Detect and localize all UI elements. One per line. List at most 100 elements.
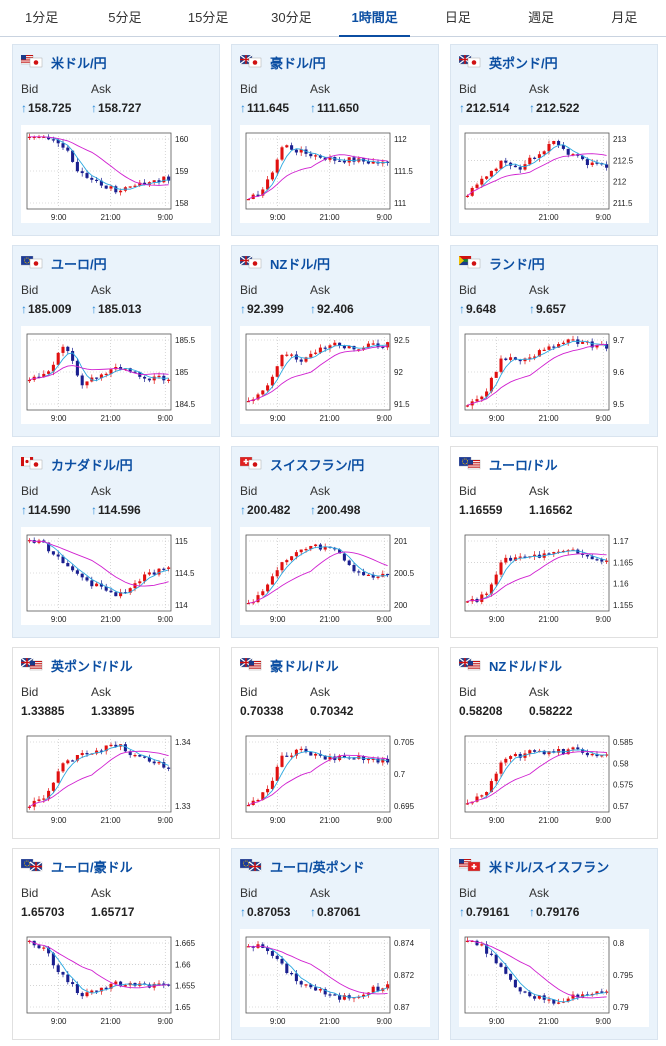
ask-label: Ask bbox=[91, 82, 112, 96]
price-chart[interactable]: 115 114.5 114 9:00 21:00 9:00 bbox=[21, 527, 211, 625]
long-ma-line bbox=[467, 751, 607, 804]
x-tick-label: 21:00 bbox=[539, 615, 560, 624]
price-chart[interactable]: 0.8 0.795 0.79 9:00 21:00 9:00 bbox=[459, 929, 649, 1027]
candle bbox=[509, 353, 513, 363]
y-tick-label: 200.5 bbox=[394, 569, 415, 578]
candle bbox=[566, 338, 570, 346]
x-tick-label: 21:00 bbox=[101, 1017, 122, 1026]
price-chart[interactable]: 92.5 92 91.5 9:00 21:00 9:00 bbox=[240, 326, 430, 424]
gb-flag-icon bbox=[248, 861, 262, 872]
candle bbox=[299, 746, 303, 753]
price-chart[interactable]: 0.874 0.872 0.87 9:00 21:00 9:00 bbox=[240, 929, 430, 1027]
timeframe-tab[interactable]: 週足 bbox=[528, 10, 555, 25]
pair-name-link[interactable]: 豪ドル/ドル bbox=[270, 658, 339, 674]
price-chart[interactable]: 1.665 1.66 1.655 1.65 9:00 21:00 9:00 bbox=[21, 929, 211, 1027]
x-tick-label: 21:00 bbox=[101, 816, 122, 825]
candle bbox=[304, 745, 308, 754]
candle bbox=[80, 167, 84, 177]
currency-card: 豪ドル/円 Bid Ask ↑111.645 ↑111.650 112 111.5… bbox=[231, 44, 439, 236]
up-arrow-icon: ↑ bbox=[240, 503, 246, 517]
timeframe-tab[interactable]: 1時間足 bbox=[333, 0, 416, 37]
candle bbox=[280, 752, 284, 768]
price-chart[interactable]: 185.5 185 184.5 9:00 21:00 9:00 bbox=[21, 326, 211, 424]
price-chart[interactable]: 112 111.5 111 9:00 21:00 9:00 bbox=[240, 125, 430, 223]
bid-value: ↑114.590 bbox=[21, 503, 71, 517]
pair-name-link[interactable]: 豪ドル/円 bbox=[270, 55, 326, 71]
candle bbox=[147, 569, 151, 576]
x-tick-label: 21:00 bbox=[320, 414, 341, 423]
price-chart[interactable]: 1.17 1.165 1.16 1.155 9:00 21:00 9:00 bbox=[459, 527, 649, 625]
jp-flag-icon bbox=[248, 57, 262, 68]
candle bbox=[99, 987, 103, 995]
ask-price: 114.596 bbox=[98, 503, 141, 517]
price-chart[interactable]: 1.34 1.33 9:00 21:00 9:00 bbox=[21, 728, 211, 826]
candle bbox=[309, 545, 313, 552]
candle bbox=[518, 553, 522, 561]
candle bbox=[528, 154, 532, 166]
x-tick-label: 9:00 bbox=[157, 1017, 173, 1026]
candle bbox=[581, 747, 585, 755]
timeframe-tab[interactable]: 月足 bbox=[611, 10, 638, 25]
price-chart[interactable]: 213 212.5 212 211.5 21:00 9:00 bbox=[459, 125, 649, 223]
pair-name-link[interactable]: 英ポンド/円 bbox=[489, 55, 558, 71]
currency-card: ユーロ/豪ドル Bid Ask 1.65703 1.65717 1.665 1.6… bbox=[12, 848, 220, 1040]
candle bbox=[494, 771, 498, 785]
price-chart[interactable]: 0.585 0.58 0.575 0.57 9:00 21:00 9:00 bbox=[459, 728, 649, 826]
timeframe-tab[interactable]: 30分足 bbox=[271, 10, 312, 25]
y-tick-label: 115 bbox=[175, 537, 188, 546]
up-arrow-icon: ↑ bbox=[91, 101, 97, 115]
ask-price: 0.58222 bbox=[529, 704, 573, 718]
candle bbox=[509, 754, 513, 763]
candle bbox=[61, 344, 65, 357]
pair-name-link[interactable]: ランド/円 bbox=[489, 256, 545, 272]
ca-jp-flags-icon bbox=[20, 456, 43, 471]
y-tick-label: 212.5 bbox=[613, 156, 634, 165]
price-chart[interactable]: 0.705 0.7 0.695 9:00 21:00 9:00 bbox=[240, 728, 430, 826]
card-title: 英ポンド/円 bbox=[458, 54, 558, 71]
price-chart[interactable]: 160 159 158 9:00 21:00 9:00 bbox=[21, 125, 211, 223]
candle bbox=[475, 395, 479, 403]
bid-value: ↑158.725 bbox=[21, 101, 71, 115]
candle bbox=[328, 343, 332, 352]
up-arrow-icon: ↑ bbox=[310, 905, 316, 919]
timeframe-tab[interactable]: 5分足 bbox=[108, 10, 142, 25]
up-arrow-icon: ↑ bbox=[21, 101, 27, 115]
candle bbox=[128, 186, 132, 189]
ask-price: 158.727 bbox=[98, 101, 142, 115]
pair-name-link[interactable]: スイスフラン/円 bbox=[270, 457, 365, 473]
us-flag-icon bbox=[467, 660, 481, 671]
timeframe-tab[interactable]: 1分足 bbox=[25, 10, 59, 25]
card-title: 米ドル/スイスフラン bbox=[458, 858, 610, 875]
ask-price: 185.013 bbox=[98, 302, 142, 316]
y-tick-label: 185 bbox=[175, 368, 189, 377]
pair-name-link[interactable]: NZドル/円 bbox=[270, 256, 330, 272]
up-arrow-icon: ↑ bbox=[310, 302, 316, 316]
price-chart[interactable]: 9.7 9.6 9.5 9:00 21:00 9:00 bbox=[459, 326, 649, 424]
timeframe-tab[interactable]: 15分足 bbox=[187, 10, 229, 25]
candle bbox=[304, 356, 308, 363]
candle bbox=[465, 799, 469, 805]
pair-name-link[interactable]: ユーロ/円 bbox=[51, 256, 107, 272]
candle bbox=[27, 805, 31, 810]
ask-value: 1.65717 bbox=[91, 905, 134, 919]
pair-name-link[interactable]: ユーロ/豪ドル bbox=[51, 859, 133, 875]
price-chart[interactable]: 201 200.5 200 9:00 21:00 9:00 bbox=[240, 527, 430, 625]
y-tick-label: 0.57 bbox=[613, 802, 629, 811]
candle bbox=[386, 755, 390, 765]
pair-name-link[interactable]: ユーロ/ドル bbox=[489, 457, 558, 473]
x-tick-label: 21:00 bbox=[101, 615, 122, 624]
y-tick-label: 201 bbox=[394, 537, 408, 546]
pair-name-link[interactable]: カナダドル/円 bbox=[51, 457, 133, 473]
pair-name-link[interactable]: 英ポンド/ドル bbox=[51, 658, 133, 674]
bid-label: Bid bbox=[21, 283, 39, 297]
candle bbox=[475, 793, 479, 803]
pair-name-link[interactable]: ユーロ/英ポンド bbox=[270, 859, 365, 875]
y-tick-label: 1.155 bbox=[613, 601, 634, 610]
pair-name-link[interactable]: 米ドル/スイスフラン bbox=[489, 859, 610, 875]
ask-label: Ask bbox=[529, 886, 550, 900]
timeframe-tab[interactable]: 日足 bbox=[444, 10, 471, 25]
pair-name-link[interactable]: 米ドル/円 bbox=[51, 55, 107, 71]
pair-name-link[interactable]: NZドル/ドル bbox=[489, 658, 562, 674]
candle bbox=[37, 796, 41, 802]
ask-label: Ask bbox=[310, 886, 331, 900]
